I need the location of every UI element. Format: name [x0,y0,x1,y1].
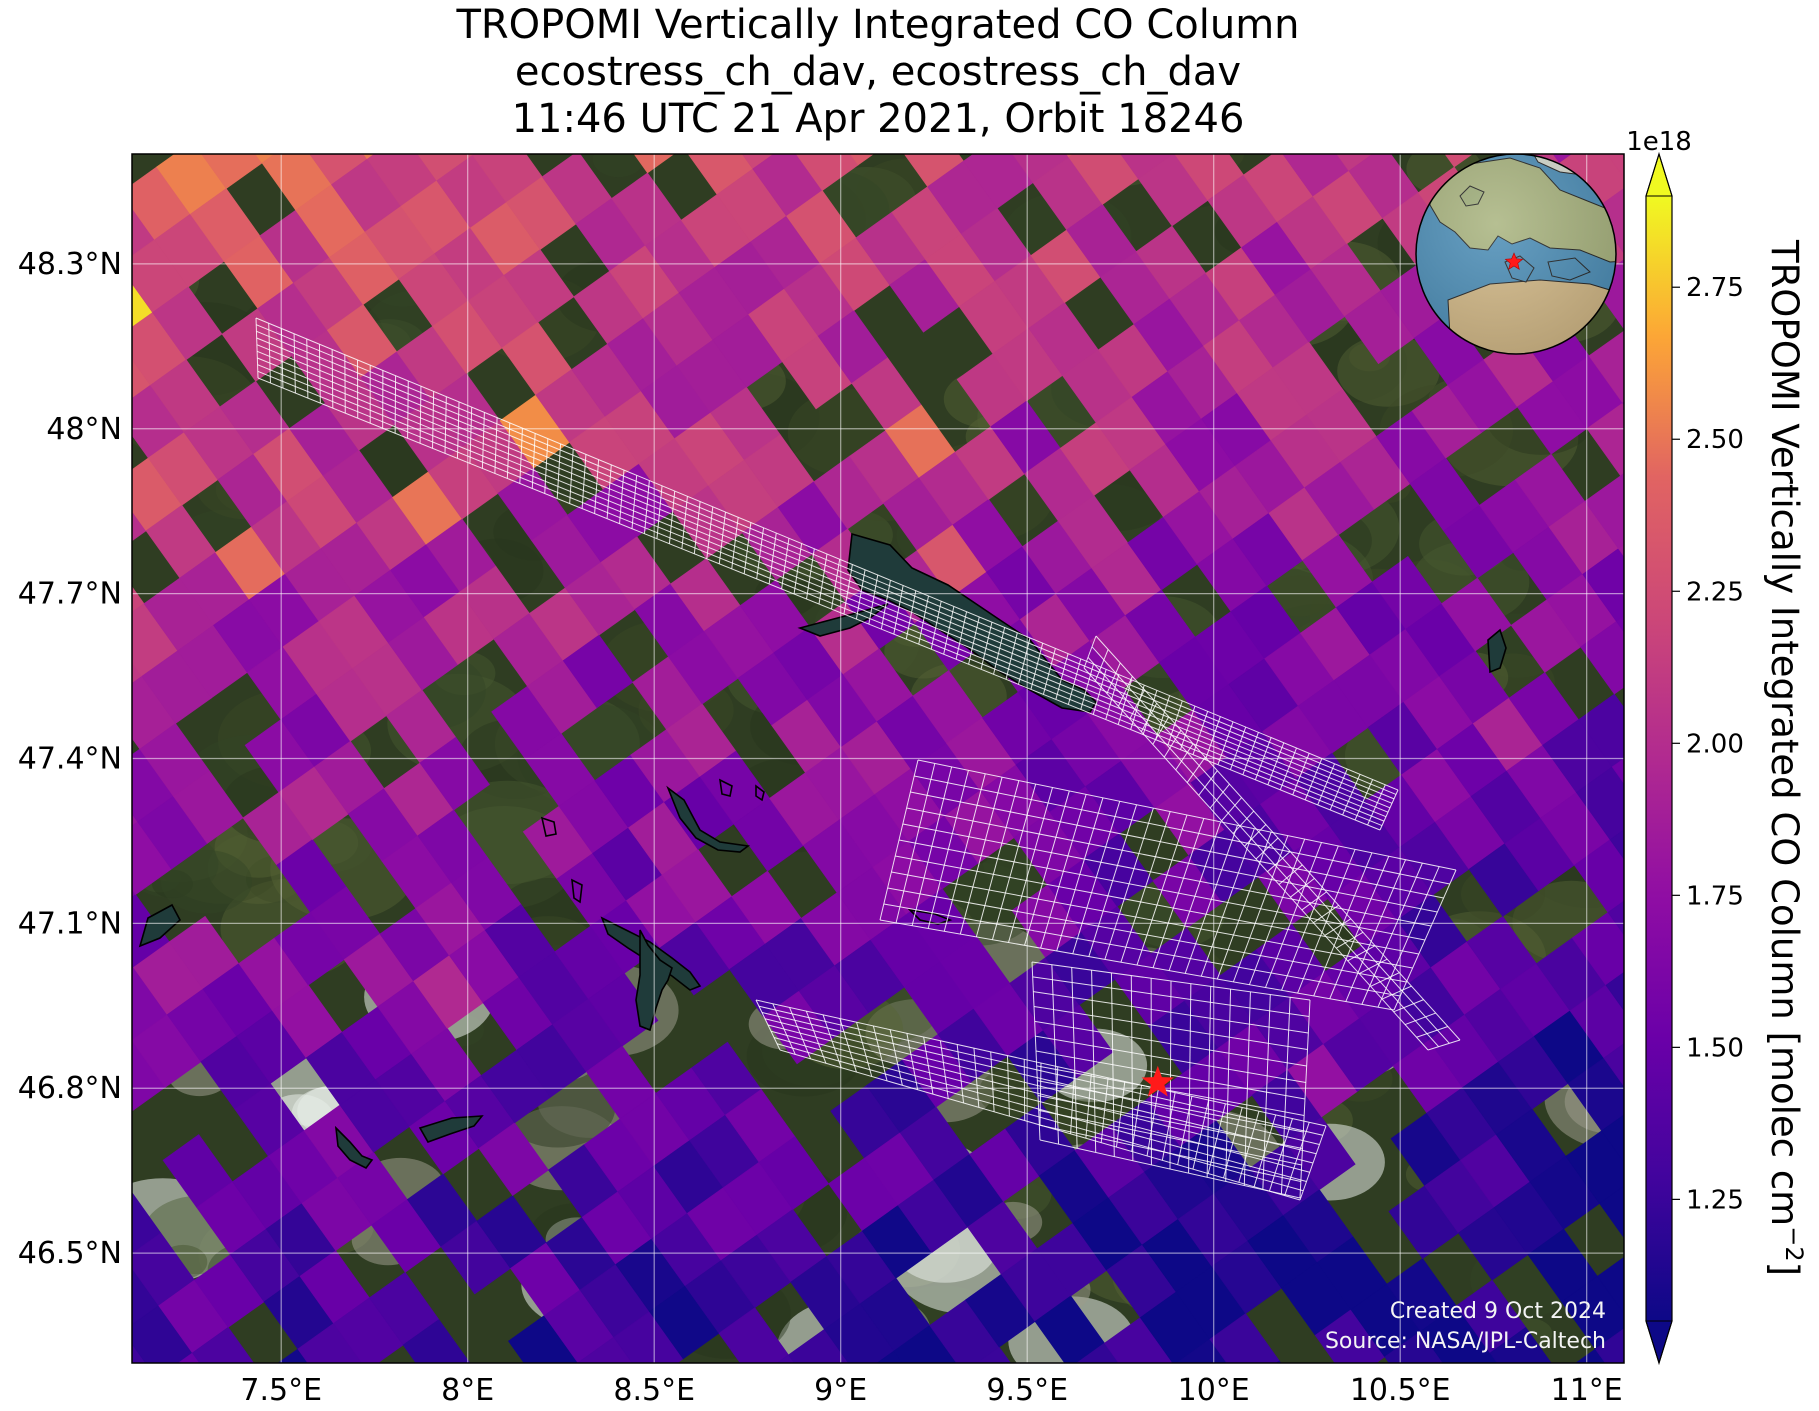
lat-tick-label: 48°N [46,412,122,447]
map-gridlines [132,154,1624,1363]
colorbar-extend-high [1645,152,1673,197]
colorbar: 1.25 1.50 1.75 2.00 2.25 2.50 2.75 1e18 TROPOM… [1626,127,1808,1366]
colorbar-ticks: 1.25 1.50 1.75 2.00 2.25 2.50 2.75 [1672,273,1744,1215]
lake-east [1487,628,1507,674]
credit-source: Source: NASA/JPL-Caltech [1325,1329,1606,1354]
lake-small-5 [907,908,953,925]
lon-tick-label: 8°E [441,1373,494,1408]
latitude-tick-labels: 48.3°N 48°N 47.7°N 47.4°N 47.1°N 46.8°N 46.5°N [18,247,122,1271]
globe-site-marker [1504,252,1524,270]
colorbar-tick-label: 1.75 [1686,881,1744,911]
colorbar-tick-label: 1.50 [1686,1033,1744,1063]
lake-small-4 [755,784,765,802]
title-line-3: 11:46 UTC 21 Apr 2021, Orbit 18246 [511,96,1245,142]
colorbar-extend-low [1645,1320,1673,1365]
colorbar-outline [1645,151,1673,1366]
lon-tick-label: 10.5°E [1350,1373,1451,1408]
longitude-tick-labels: 7.5°E 8°E 8.5°E 9°E 9.5°E 10°E 10.5°E 11°E [240,1373,1622,1408]
globe-outline [1415,154,1617,355]
lake-small-3 [718,778,733,797]
colorbar-tick-label: 1.25 [1686,1185,1744,1215]
lon-tick-label: 8.5°E [613,1373,695,1408]
ecostress-footprints [255,317,1461,1201]
colorbar-tick-label: 2.50 [1686,425,1744,455]
colorbar-title: TROPOMI Vertically Integrated CO Column … [1763,239,1808,1276]
colorbar-tick-label: 2.25 [1686,577,1744,607]
lon-tick-label: 7.5°E [240,1373,322,1408]
co-pixel-layer [132,154,1624,1363]
map-area[interactable]: Created 9 Oct 2024 Source: NASA/JPL-Calt… [43,59,1718,1411]
lake-brienz [334,1125,374,1170]
lat-tick-label: 47.1°N [18,906,122,941]
lon-tick-label: 9°E [814,1373,867,1408]
lake-small-2 [571,878,583,904]
lake-zurich [666,785,751,853]
colorbar-multiplier: 1e18 [1626,127,1692,157]
lat-tick-label: 46.5°N [18,1236,122,1271]
colorbar-gradient [1646,196,1672,1321]
lake-thun [418,1115,484,1143]
lat-tick-label: 46.8°N [18,1071,122,1106]
colorbar-tick-label: 2.75 [1686,273,1744,303]
lat-tick-label: 47.7°N [18,577,122,612]
lat-tick-label: 47.4°N [18,742,122,777]
map-title: TROPOMI Vertically Integrated CO Column … [132,2,1624,143]
lon-tick-label: 9.5°E [986,1373,1068,1408]
title-line-2: ecostress_ch_dav, ecostress_ch_dav [514,49,1242,95]
lake-biel [138,903,182,948]
title-line-1: TROPOMI Vertically Integrated CO Column [456,2,1300,48]
credit-created: Created 9 Oct 2024 [1390,1299,1606,1324]
lat-tick-label: 48.3°N [18,247,122,282]
map-frame [131,153,1625,1364]
lon-tick-label: 11°E [1551,1373,1623,1408]
lake-small-1 [540,816,557,837]
lon-tick-label: 10°E [1178,1373,1250,1408]
site-star-marker[interactable] [1141,1065,1174,1097]
colorbar-tick-label: 2.00 [1686,729,1744,759]
